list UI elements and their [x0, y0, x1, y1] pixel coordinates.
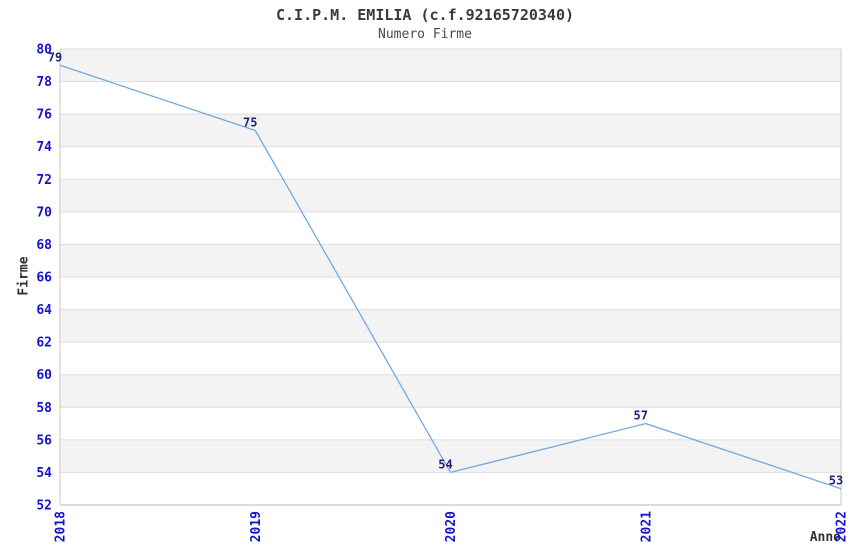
plot-band [60, 244, 841, 277]
y-tick-label: 70 [36, 205, 52, 220]
x-axis-title: Anno [809, 530, 841, 545]
data-point-label: 57 [634, 409, 648, 423]
data-point-label: 75 [243, 115, 257, 129]
y-tick-label: 76 [36, 108, 52, 123]
y-tick-label: 62 [36, 336, 52, 351]
plot-band [60, 374, 841, 408]
y-tick-label: 54 [36, 466, 52, 481]
y-tick-label: 72 [36, 173, 52, 188]
y-tick-label: 68 [36, 238, 52, 253]
x-tick-label: 2021 [639, 511, 654, 542]
data-point-label: 54 [438, 457, 452, 471]
chart-title: C.I.P.M. EMILIA (c.f.92165720340) [275, 6, 574, 24]
plot-band [60, 179, 841, 212]
y-tick-label: 60 [36, 368, 52, 383]
y-tick-label: 56 [36, 433, 52, 448]
chart-subtitle: Numero Firme [378, 27, 472, 42]
y-tick-label: 74 [36, 140, 52, 155]
data-point-label: 53 [829, 474, 843, 488]
plot-band [60, 114, 841, 147]
x-tick-label: 2022 [835, 511, 850, 542]
y-tick-label: 78 [36, 75, 52, 90]
y-tick-label: 52 [36, 499, 52, 514]
x-tick-label: 2018 [54, 511, 69, 542]
data-line [59, 64, 842, 490]
x-tick-label: 2020 [444, 511, 459, 542]
y-tick-label: 80 [36, 43, 52, 58]
plot-band [60, 49, 841, 82]
x-tick-label: 2019 [249, 511, 264, 542]
y-tick-label: 58 [36, 401, 52, 416]
plot-band [60, 309, 841, 343]
y-tick-label: 64 [36, 303, 52, 318]
y-tick-label: 66 [36, 271, 52, 286]
data-point-label: 79 [48, 50, 62, 64]
